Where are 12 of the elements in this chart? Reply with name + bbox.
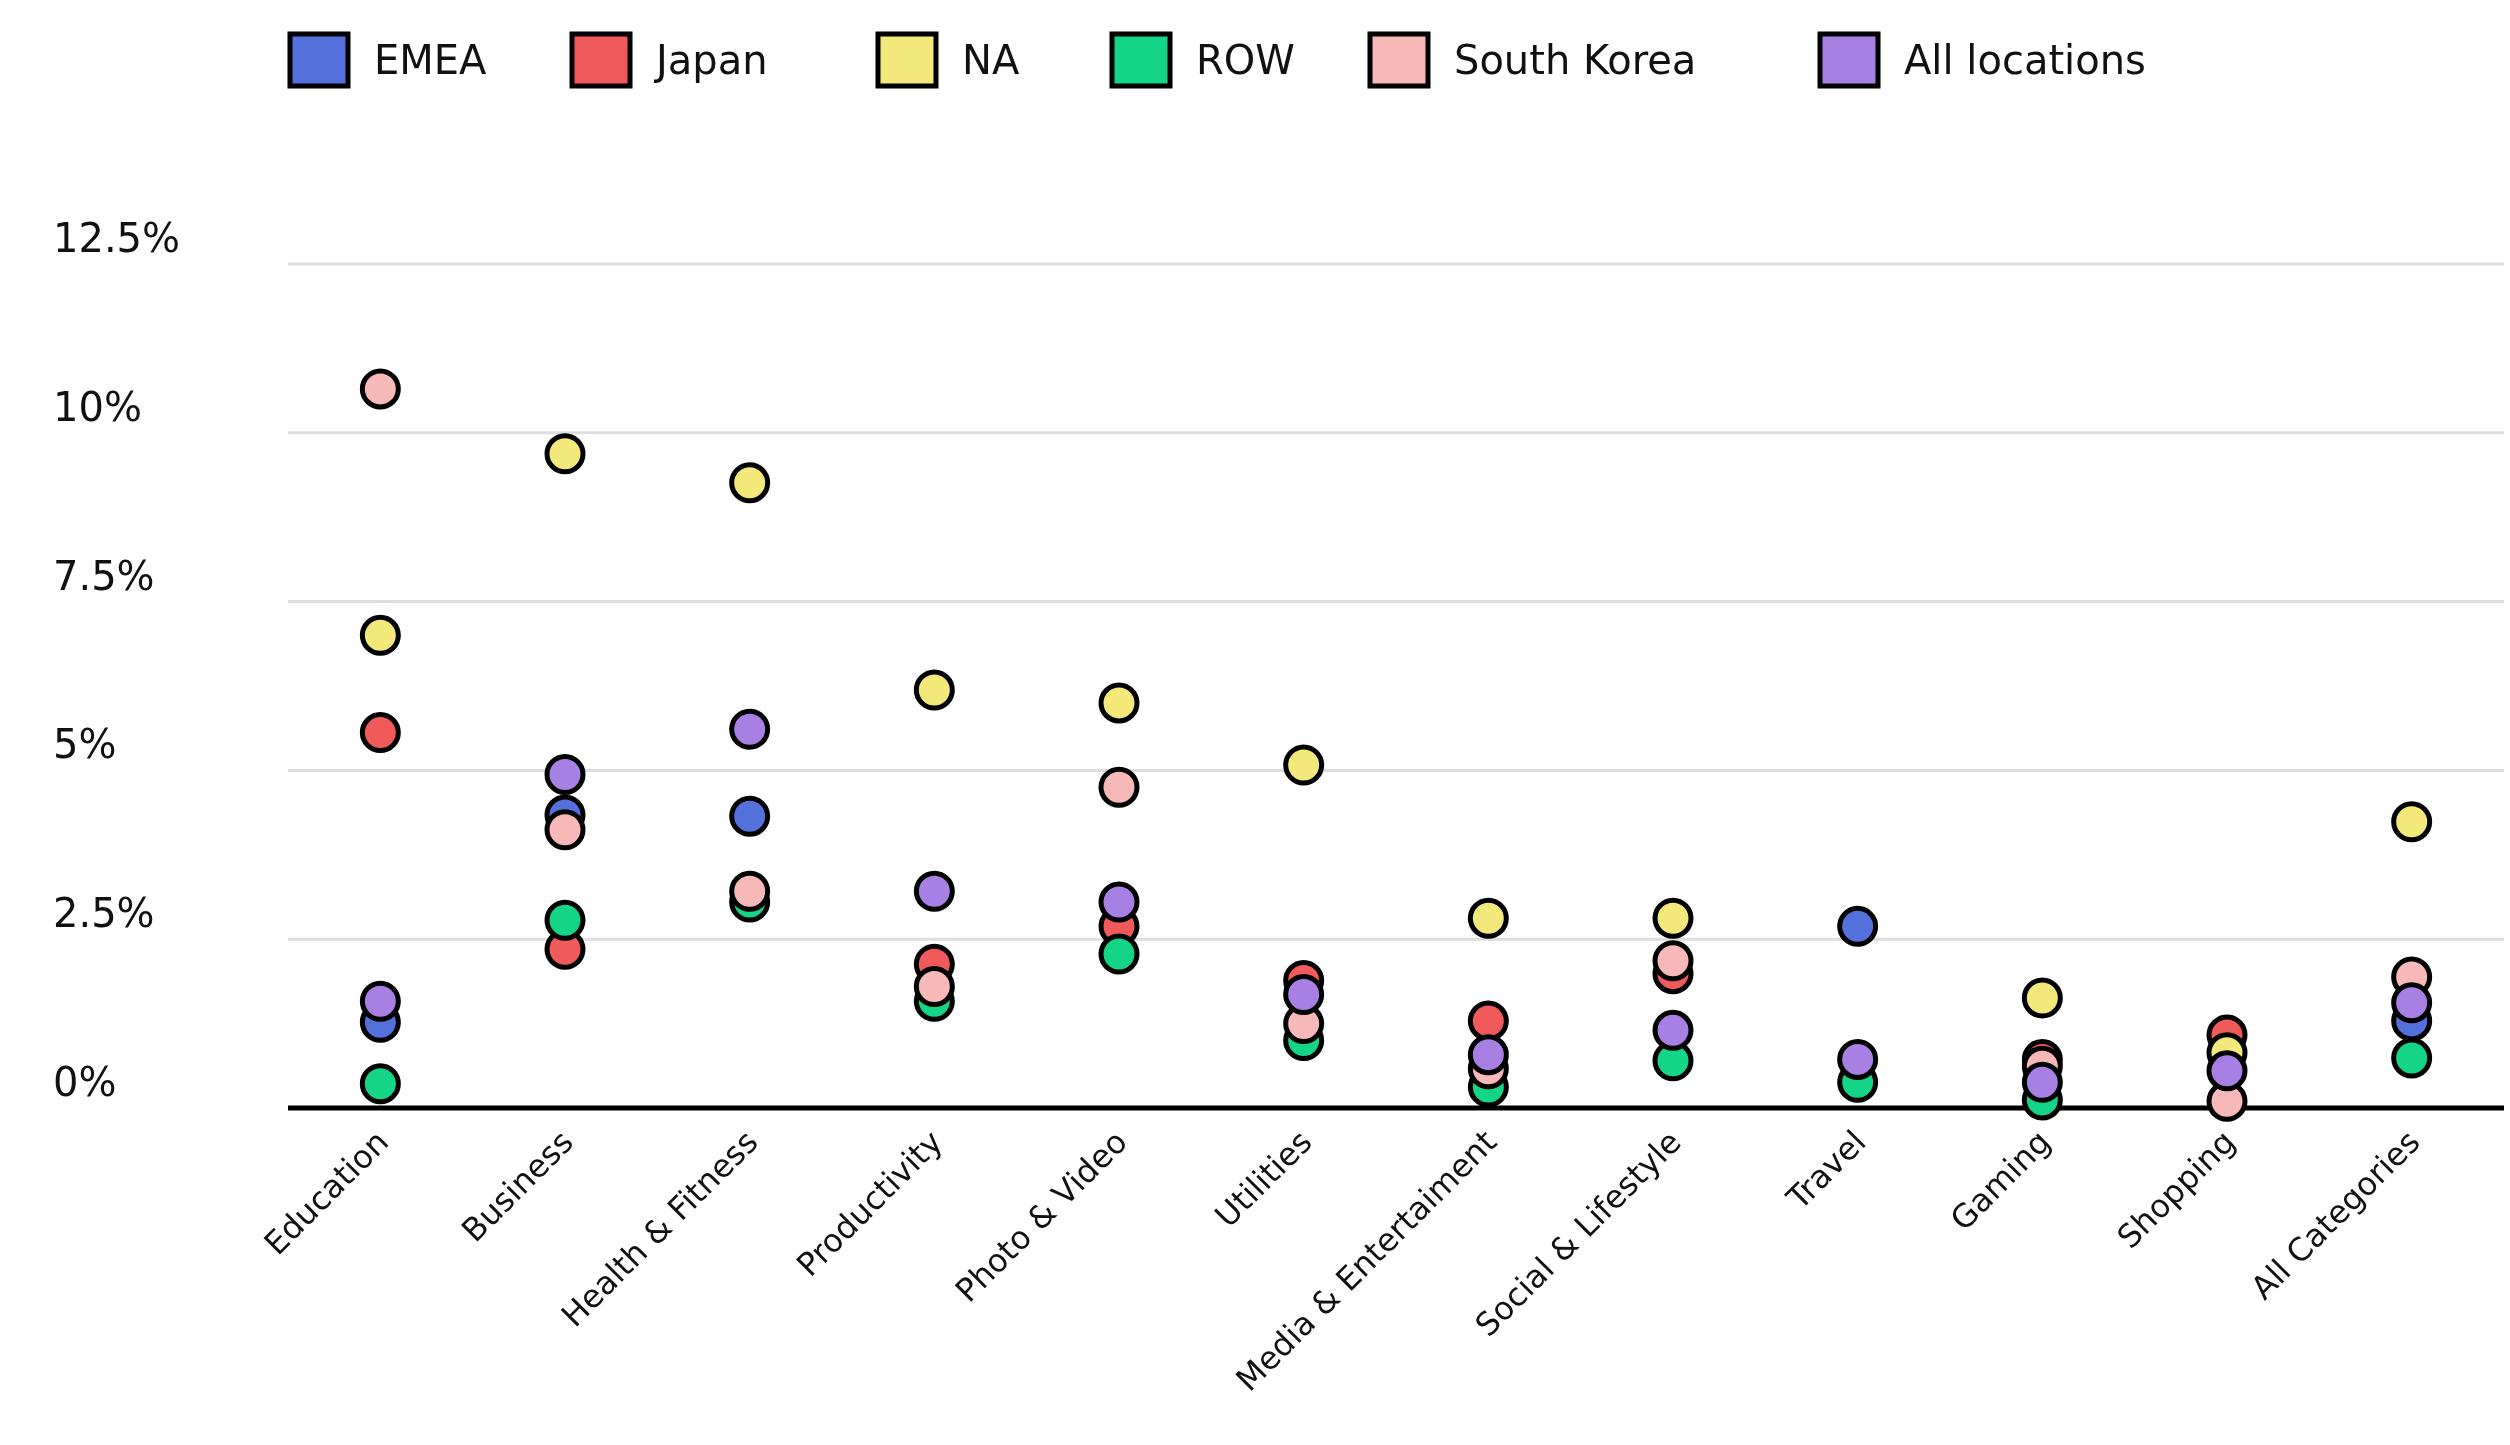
legend-label: All locations: [1904, 37, 2146, 83]
legend-label: South Korea: [1454, 37, 1697, 83]
y-tick-label: 10%: [53, 383, 142, 430]
legend-label: NA: [962, 37, 1020, 83]
y-tick-label: 0%: [53, 1059, 117, 1105]
legend-label: ROW: [1196, 37, 1295, 83]
legend-label: EMEA: [374, 37, 488, 83]
legend-label: Japan: [653, 37, 768, 83]
y-tick-label: 7.5%: [53, 552, 155, 599]
y-tick-label: 5%: [53, 721, 117, 768]
y-tick-label: 2.5%: [53, 890, 155, 937]
y-tick-label: 12.5%: [53, 215, 181, 261]
